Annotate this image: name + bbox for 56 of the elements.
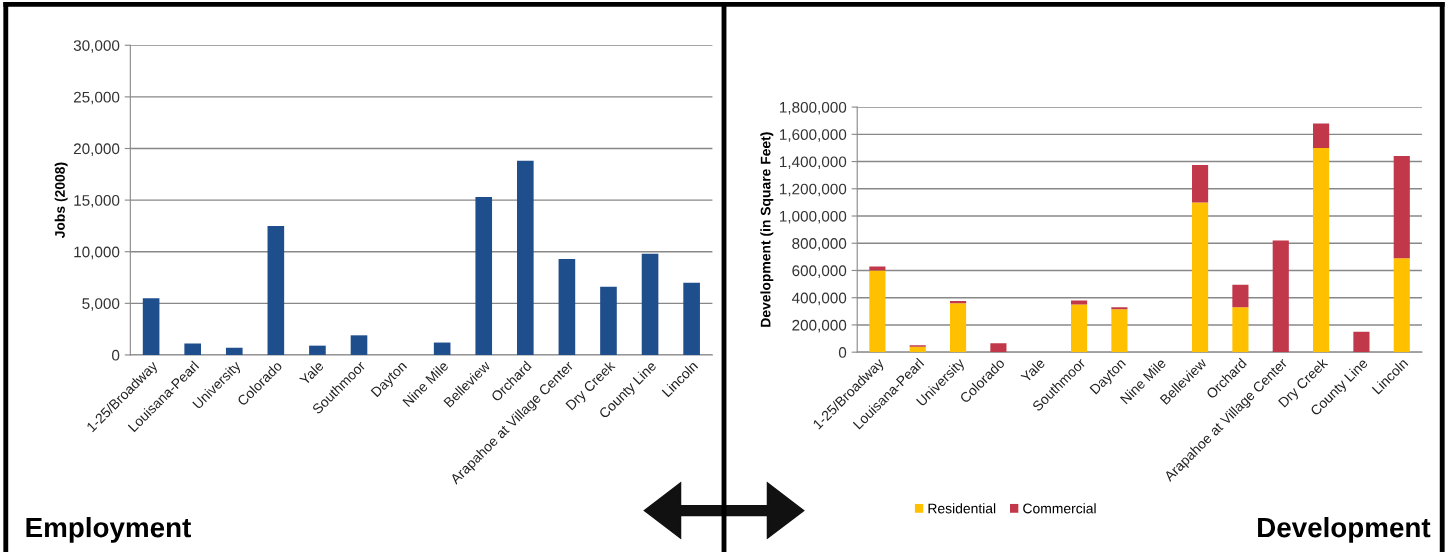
- bar: [1232, 307, 1249, 353]
- bar: [949, 303, 967, 353]
- bar: [267, 225, 285, 355]
- y-tick-label: 20,000: [73, 143, 120, 156]
- bar: [433, 342, 451, 355]
- text: Development: [1258, 516, 1431, 543]
- y-tick-label: 0: [838, 347, 847, 358]
- bar: [475, 197, 493, 355]
- y-tick-label: 1,000,000: [780, 210, 847, 224]
- y-tick-label: 15,000: [74, 194, 120, 208]
- y-tick-label: 1,400,000: [780, 156, 847, 170]
- bar: [641, 253, 659, 355]
- bar: [558, 258, 576, 355]
- bar: [869, 270, 886, 353]
- y-tick-label: 200,000: [792, 319, 847, 333]
- bar: [990, 343, 1007, 353]
- bar: [142, 298, 160, 355]
- bar: [909, 346, 926, 353]
- bar: [1393, 156, 1410, 259]
- bar: [1232, 284, 1249, 308]
- y-tick-label: 1,200,000: [780, 183, 847, 197]
- bar: [1353, 331, 1370, 353]
- bar: [1192, 202, 1209, 353]
- bar: [184, 343, 201, 355]
- bar: [1313, 123, 1330, 148]
- y-tick-label: 25,000: [73, 91, 120, 105]
- y-tick-label: 30,000: [73, 40, 120, 53]
- y-tick-label: 1,800,000: [780, 101, 847, 115]
- bar: [1111, 309, 1128, 353]
- y-tick-label: 1,600,000: [780, 129, 847, 142]
- bar: [1192, 164, 1209, 203]
- bar: [1111, 307, 1128, 310]
- bar: [1272, 240, 1289, 353]
- y-tick-label: 0: [112, 349, 120, 361]
- text: Employment: [26, 516, 191, 543]
- y-tick-label: 5,000: [82, 298, 120, 311]
- bar: [683, 282, 700, 355]
- y-tick-label: 600,000: [792, 265, 847, 278]
- bar: [1071, 304, 1088, 353]
- legend-label: Residential: [928, 503, 996, 514]
- y-axis-title: Jobs (2008): [54, 162, 68, 239]
- y-tick-label: 800,000: [792, 238, 847, 251]
- bar: [600, 286, 617, 355]
- y-axis-title: Development (in Square Feet): [760, 132, 774, 327]
- bar: [1313, 147, 1330, 353]
- legend-label: Commercial: [1023, 503, 1096, 514]
- y-tick-label: 400,000: [791, 292, 847, 306]
- bar: [1393, 258, 1410, 353]
- bar: [225, 347, 243, 355]
- bar: [1071, 300, 1088, 305]
- bar: [869, 266, 886, 271]
- y-tick-label: 10,000: [74, 246, 120, 260]
- bar: [949, 301, 967, 304]
- bar: [309, 345, 326, 355]
- bar: [517, 160, 534, 355]
- bar: [350, 335, 368, 355]
